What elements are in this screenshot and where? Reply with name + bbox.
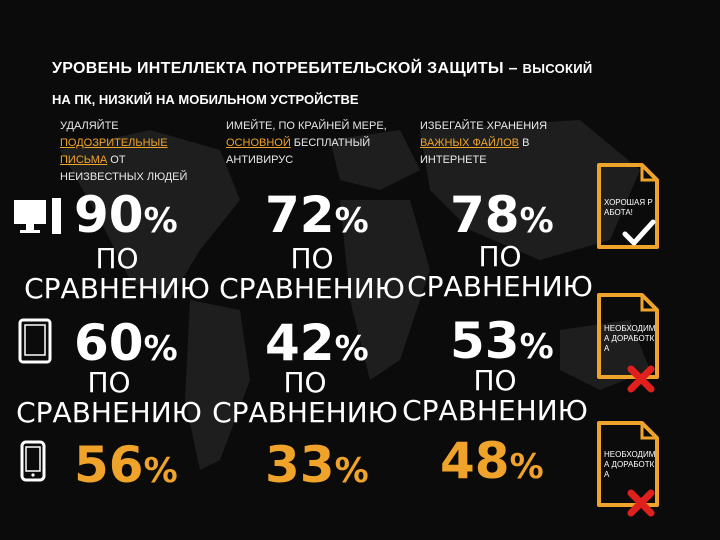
note-text-good: ХОРОШАЯ РАБОТА!	[604, 198, 653, 217]
column-header-3-highlight: ВАЖНЫХ ФАЙЛОВ	[420, 137, 520, 149]
stat-desktop-antivirus: 72%	[265, 186, 369, 244]
page-title: УРОВЕНЬ ИНТЕЛЛЕКТА ПОТРЕБИТЕЛЬСКОЙ ЗАЩИТ…	[52, 60, 593, 78]
red-cross-icon	[627, 489, 655, 517]
smartphone-icon	[20, 440, 46, 482]
stat-tablet-delete-emails: 60%	[74, 314, 178, 372]
comparison-label: ПО СРАВНЕНИЮ	[24, 242, 210, 305]
title-main: УРОВЕНЬ ИНТЕЛЛЕКТА ПОТРЕБИТЕЛЬСКОЙ ЗАЩИТ…	[52, 60, 504, 77]
note-card-good	[597, 163, 659, 249]
title-tail: ВЫСОКИЙ	[522, 61, 593, 76]
column-header-3: ИЗБЕГАЙТЕ ХРАНЕНИЯ ВАЖНЫХ ФАЙЛОВ В ИНТЕР…	[420, 118, 570, 169]
column-header-3-pre: ИЗБЕГАЙТЕ ХРАНЕНИЯ	[420, 120, 548, 132]
column-header-1-post: ОТ НЕИЗВЕСТНЫХ ЛЮДЕЙ	[60, 154, 188, 183]
column-header-3-post: В ИНТЕРНЕТЕ	[420, 137, 530, 166]
column-header-1-pre: УДАЛЯЙТЕ	[60, 120, 119, 132]
comparison-label: ПО СРАВНЕНИЮ	[212, 366, 398, 429]
column-header-2: ИМЕЙТЕ, ПО КРАЙНЕЙ МЕРЕ, ОСНОВНОЙ БЕСПЛА…	[226, 118, 391, 169]
title-dash: –	[508, 60, 518, 77]
desktop-computer-icon	[14, 198, 61, 234]
comparison-label: ПО СРАВНЕНИЮ	[402, 364, 588, 427]
tablet-icon	[18, 318, 52, 364]
note-text-needs-work: НЕОБХОДИМА ДОРАБОТКА	[604, 324, 656, 353]
page-subtitle: НА ПК, НИЗКИЙ НА МОБИЛЬНОМ УСТРОЙСТВЕ	[52, 92, 359, 107]
stat-phone-delete-emails: 56%	[74, 436, 178, 494]
column-header-1-highlight: ПОДОЗРИТЕЛЬНЫЕ ПИСЬМА	[60, 137, 168, 166]
column-header-2-highlight: ОСНОВНОЙ	[226, 137, 291, 149]
stat-desktop-delete-emails: 90%	[74, 186, 178, 244]
note-text-needs-work-phone: НЕОБХОДИМА ДОРАБОТКА	[604, 450, 656, 479]
column-header-2-pre: ИМЕЙТЕ, ПО КРАЙНЕЙ МЕРЕ,	[226, 120, 387, 132]
stat-tablet-files: 53%	[450, 312, 554, 370]
checkmark-icon	[622, 219, 656, 246]
red-cross-icon	[627, 365, 655, 393]
stat-tablet-antivirus: 42%	[265, 314, 369, 372]
note-card-needs-work	[597, 293, 659, 379]
stat-desktop-files: 78%	[450, 186, 554, 244]
note-card-needs-work-phone	[597, 421, 659, 507]
stat-phone-files: 48%	[440, 432, 544, 490]
stat-phone-antivirus: 33%	[265, 436, 369, 494]
comparison-label: ПО СРАВНЕНИЮ	[219, 242, 405, 305]
comparison-label: ПО СРАВНЕНИЮ	[16, 366, 202, 429]
comparison-label: ПО СРАВНЕНИЮ	[407, 240, 593, 303]
column-header-2-post: БЕСПЛАТНЫЙ АНТИВИРУС	[226, 137, 371, 166]
column-header-1: УДАЛЯЙТЕ ПОДОЗРИТЕЛЬНЫЕ ПИСЬМА ОТ НЕИЗВЕ…	[60, 118, 200, 186]
